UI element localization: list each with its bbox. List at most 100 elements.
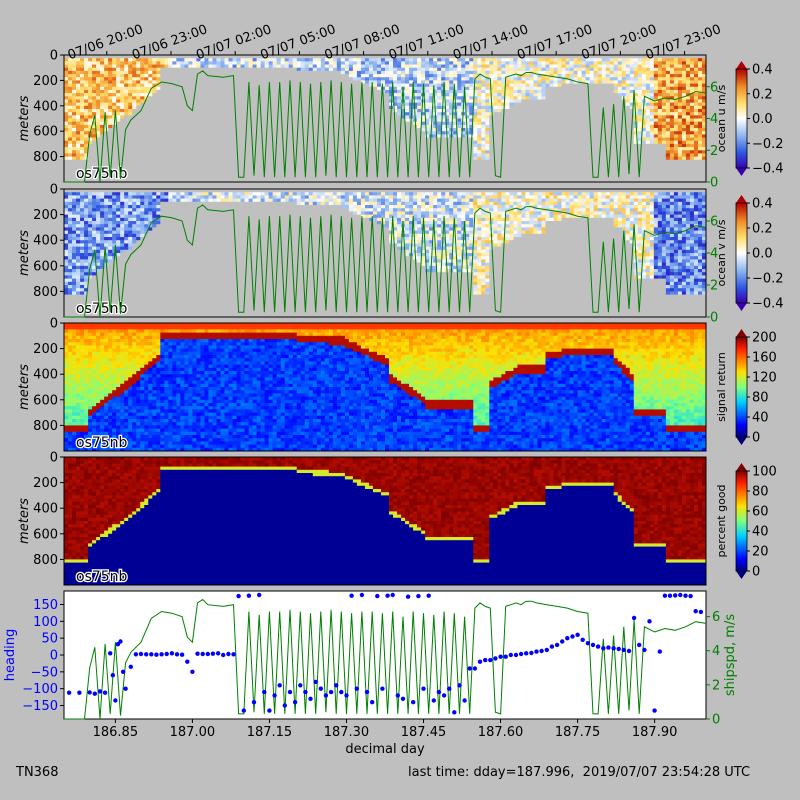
heatmap-cell bbox=[68, 150, 73, 154]
heatmap-cell bbox=[204, 124, 209, 129]
heatmap-cell bbox=[352, 99, 358, 104]
heatmap-cell bbox=[156, 115, 161, 119]
heatmap-cell bbox=[340, 175, 346, 180]
heatmap-cell bbox=[521, 102, 526, 107]
heatmap-cell bbox=[437, 156, 442, 161]
heatmap-cell bbox=[521, 162, 526, 167]
heatmap-cell bbox=[236, 121, 241, 126]
heatmap-cell bbox=[356, 67, 362, 72]
heatmap-cell bbox=[529, 102, 534, 107]
heatmap-cell bbox=[156, 137, 161, 142]
heatmap-cell bbox=[413, 156, 418, 161]
heatmap-cell bbox=[308, 162, 314, 167]
heatmap-cell bbox=[348, 70, 354, 75]
heatmap-cell bbox=[196, 86, 201, 91]
heatmap-cell bbox=[248, 137, 253, 142]
heatmap-cell bbox=[561, 93, 566, 97]
heatmap-cell bbox=[228, 99, 233, 104]
heatmap-cell bbox=[248, 61, 253, 65]
heatmap-cell bbox=[144, 124, 149, 129]
heatmap-cell bbox=[224, 143, 229, 148]
heatmap-cell bbox=[64, 96, 69, 100]
heatmap-cell bbox=[393, 70, 398, 75]
heatmap-cell bbox=[425, 121, 430, 126]
heatmap-cell bbox=[184, 61, 189, 65]
heatmap-cell bbox=[441, 134, 446, 138]
heatmap-cell bbox=[469, 172, 474, 177]
heatmap-cell bbox=[240, 93, 245, 97]
heatmap-cell bbox=[356, 99, 362, 104]
heatmap-cell bbox=[296, 156, 302, 161]
heatmap-cell bbox=[356, 61, 362, 65]
heatmap-cell bbox=[228, 83, 233, 88]
heatmap-cell bbox=[148, 143, 153, 148]
heatmap-cell bbox=[517, 175, 522, 180]
heatmap-cell bbox=[453, 156, 458, 161]
heatmap-cell bbox=[92, 169, 97, 173]
heatmap-cell bbox=[445, 89, 450, 94]
heatmap-cell bbox=[92, 58, 97, 62]
heatmap-cell bbox=[328, 131, 334, 135]
heatmap-cell bbox=[200, 143, 205, 148]
heatmap-cell bbox=[292, 121, 298, 126]
heatmap-cell bbox=[76, 134, 81, 138]
heatmap-cell bbox=[84, 70, 89, 75]
heatmap-cell bbox=[180, 175, 185, 180]
heatmap-cell bbox=[272, 153, 278, 157]
heatmap-cell bbox=[493, 150, 498, 154]
heatmap-cell bbox=[473, 58, 478, 62]
heatmap-cell bbox=[244, 93, 249, 97]
heatmap-cell bbox=[433, 58, 438, 62]
heatmap-cell bbox=[473, 64, 478, 69]
heatmap-cell bbox=[264, 99, 270, 104]
heatmap-cell bbox=[364, 70, 370, 75]
heatmap-cell bbox=[409, 153, 414, 157]
heatmap-cell bbox=[336, 162, 342, 167]
heatmap-cell bbox=[152, 143, 157, 148]
heatmap-cell bbox=[172, 118, 177, 123]
heatmap-cell bbox=[401, 108, 406, 113]
heatmap-cell bbox=[324, 115, 330, 119]
heatmap-cell bbox=[284, 96, 290, 100]
heatmap-cell bbox=[188, 178, 193, 183]
heatmap-cell bbox=[288, 131, 294, 135]
heatmap-cell bbox=[509, 156, 514, 161]
heatmap-cell bbox=[220, 178, 225, 183]
heatmap-cell bbox=[409, 55, 414, 59]
heatmap-cell bbox=[352, 128, 358, 132]
heatmap-cell bbox=[376, 124, 382, 129]
heatmap-cell bbox=[445, 70, 450, 75]
heatmap-cell bbox=[541, 137, 546, 142]
heatmap-cell bbox=[425, 140, 430, 145]
heatmap-cell bbox=[64, 159, 69, 164]
heatmap-cell bbox=[284, 99, 290, 104]
heatmap-cell bbox=[100, 67, 105, 72]
heatmap-cell bbox=[244, 172, 249, 177]
heatmap-cell bbox=[152, 77, 157, 81]
heatmap-cell bbox=[312, 115, 318, 119]
heatmap-cell bbox=[300, 166, 306, 170]
heatmap-cell bbox=[104, 147, 109, 151]
heatmap-cell bbox=[300, 159, 306, 164]
heatmap-cell bbox=[352, 162, 358, 167]
heatmap-cell bbox=[288, 74, 294, 78]
heatmap-cell bbox=[445, 99, 450, 104]
heatmap-cell bbox=[421, 131, 426, 135]
heatmap-cell bbox=[188, 147, 193, 151]
heatmap-cell bbox=[156, 89, 161, 94]
heatmap-cell bbox=[429, 118, 434, 123]
heatmap-cell bbox=[280, 112, 286, 116]
heatmap-cell bbox=[76, 124, 81, 129]
heatmap-cell bbox=[280, 121, 286, 126]
heatmap-cell bbox=[236, 140, 241, 145]
heatmap-cell bbox=[68, 58, 73, 62]
heatmap-cell bbox=[184, 134, 189, 138]
heatmap-cell bbox=[429, 96, 434, 100]
heatmap-cell bbox=[509, 150, 514, 154]
heatmap-cell bbox=[144, 159, 149, 164]
heatmap-cell bbox=[409, 77, 414, 81]
heatmap-cell bbox=[312, 61, 318, 65]
heatmap-cell bbox=[389, 83, 394, 88]
heatmap-cell bbox=[308, 58, 314, 62]
heatmap-cell bbox=[493, 121, 498, 126]
